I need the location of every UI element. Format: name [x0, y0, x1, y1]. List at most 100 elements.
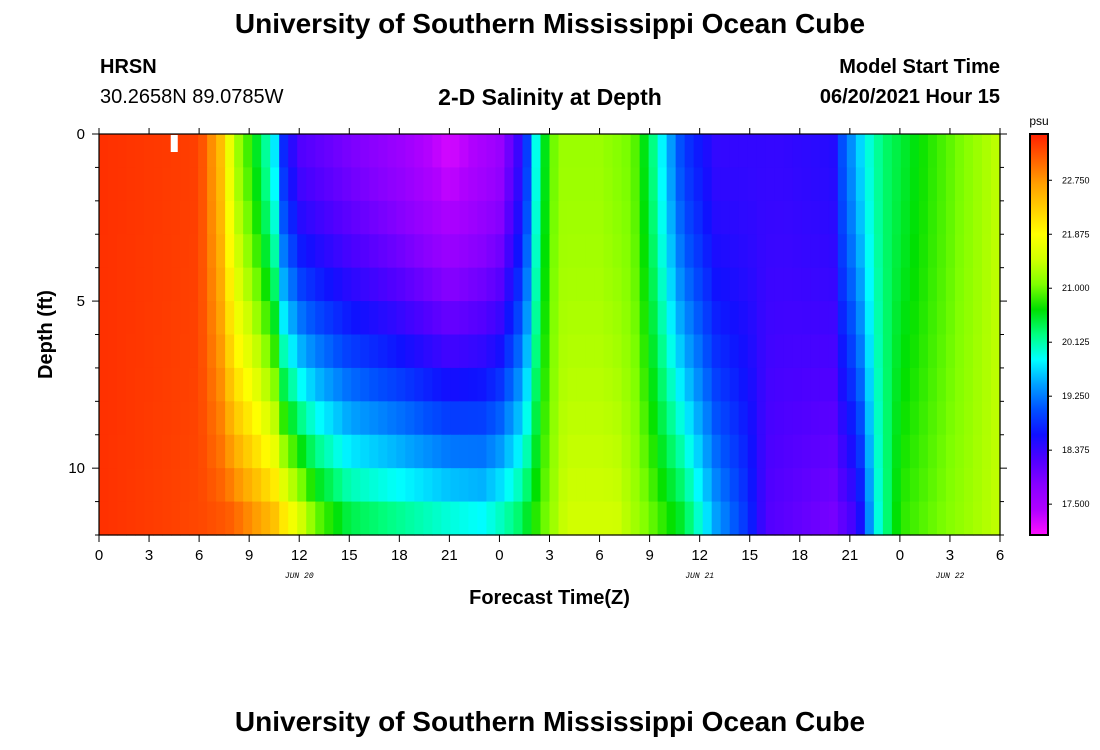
heatmap-cell: [126, 434, 136, 469]
heatmap-cell: [414, 434, 424, 469]
heatmap-cell: [117, 267, 127, 302]
heatmap-cell: [405, 468, 415, 503]
heatmap-cell: [135, 501, 145, 536]
heatmap-cell: [360, 401, 370, 436]
heatmap-cell: [99, 234, 109, 269]
heatmap-cell: [387, 468, 397, 503]
heatmap-cell: [756, 167, 767, 202]
heatmap-cell: [558, 134, 569, 169]
heatmap-cell: [441, 367, 451, 402]
heatmap-cell: [495, 367, 506, 402]
heatmap-cell: [864, 434, 875, 469]
heatmap-cell: [810, 301, 821, 336]
heatmap-cell: [891, 468, 902, 503]
heatmap-cell: [810, 434, 821, 469]
heatmap-cell: [702, 367, 713, 402]
heatmap-cell: [990, 434, 1001, 469]
heatmap-cell: [522, 468, 533, 503]
heatmap-cell: [234, 468, 244, 503]
heatmap-cell: [747, 434, 758, 469]
heatmap-cell: [729, 301, 740, 336]
heatmap-cell: [738, 267, 749, 302]
x-tick-label: 21: [841, 547, 858, 564]
heatmap-cell: [585, 167, 596, 202]
heatmap-cell: [531, 501, 542, 536]
heatmap-cell: [504, 200, 515, 235]
heatmap-cell: [234, 267, 244, 302]
heatmap-cell: [486, 234, 497, 269]
y-tick-label: 10: [68, 460, 85, 477]
heatmap-cell: [738, 167, 749, 202]
heatmap-cell: [720, 200, 731, 235]
heatmap-cell: [846, 468, 857, 503]
heatmap-cell: [549, 434, 560, 469]
heatmap-cell: [333, 434, 343, 469]
heatmap-cell: [288, 167, 298, 202]
heatmap-cell: [270, 200, 280, 235]
heatmap-cell: [900, 200, 911, 235]
heatmap-cell: [513, 434, 524, 469]
heatmap-cell: [855, 468, 866, 503]
heatmap-cell: [819, 134, 830, 169]
heatmap-cell: [531, 134, 542, 169]
heatmap-cell: [585, 267, 596, 302]
heatmap-cell: [738, 200, 749, 235]
heatmap-cell: [387, 167, 397, 202]
heatmap-cell: [99, 367, 109, 402]
heatmap-cell: [549, 367, 560, 402]
heatmap-cell: [729, 468, 740, 503]
heatmap-cell: [234, 134, 244, 169]
heatmap-cell: [882, 401, 893, 436]
heatmap-cell: [549, 468, 560, 503]
heatmap-cell: [792, 301, 803, 336]
heatmap-cell: [513, 234, 524, 269]
heatmap-cell: [288, 401, 298, 436]
heatmap-cell: [729, 434, 740, 469]
heatmap-cell: [450, 134, 460, 169]
heatmap-cell: [171, 234, 181, 269]
heatmap-cell: [900, 434, 911, 469]
heatmap-cell: [945, 434, 956, 469]
heatmap-cell: [900, 167, 911, 202]
heatmap-cell: [864, 167, 875, 202]
heatmap-cell: [972, 334, 983, 369]
heatmap-cell: [675, 200, 686, 235]
heatmap-cell: [963, 501, 974, 536]
heatmap-cell: [981, 234, 992, 269]
x-tick-label: 12: [291, 547, 308, 564]
heatmap-cell: [774, 468, 785, 503]
heatmap-cell: [756, 501, 767, 536]
heatmap-cell: [279, 200, 289, 235]
heatmap-cell: [369, 234, 379, 269]
heatmap-cell: [639, 134, 650, 169]
main-title: University of Southern Mississippi Ocean…: [234, 8, 866, 39]
heatmap-cell: [234, 434, 244, 469]
heatmap-cell: [117, 501, 127, 536]
heatmap-cell: [135, 301, 145, 336]
heatmap-cell: [981, 167, 992, 202]
heatmap-cell: [477, 468, 488, 503]
heatmap-cell: [468, 367, 479, 402]
heatmap-cell: [441, 501, 451, 536]
heatmap-cell: [261, 200, 271, 235]
heatmap-cell: [351, 401, 361, 436]
heatmap-cell: [954, 234, 965, 269]
heatmap-cell: [603, 167, 614, 202]
heatmap-cell: [99, 334, 109, 369]
heatmap-cell: [153, 267, 163, 302]
heatmap-cell: [558, 167, 569, 202]
heatmap-cell: [225, 501, 235, 536]
heatmap-cell: [540, 501, 551, 536]
heatmap-cell: [243, 267, 253, 302]
heatmap-cell: [855, 401, 866, 436]
heatmap-cell: [369, 267, 379, 302]
heatmap-cell: [855, 367, 866, 402]
heatmap-cell: [576, 234, 587, 269]
x-tick-label: 3: [946, 547, 954, 564]
heatmap-cell: [216, 434, 226, 469]
heatmap-cell: [918, 434, 929, 469]
heatmap-cell: [945, 267, 956, 302]
heatmap-cell: [693, 301, 704, 336]
heatmap-cell: [225, 334, 235, 369]
heatmap-cell: [738, 134, 749, 169]
